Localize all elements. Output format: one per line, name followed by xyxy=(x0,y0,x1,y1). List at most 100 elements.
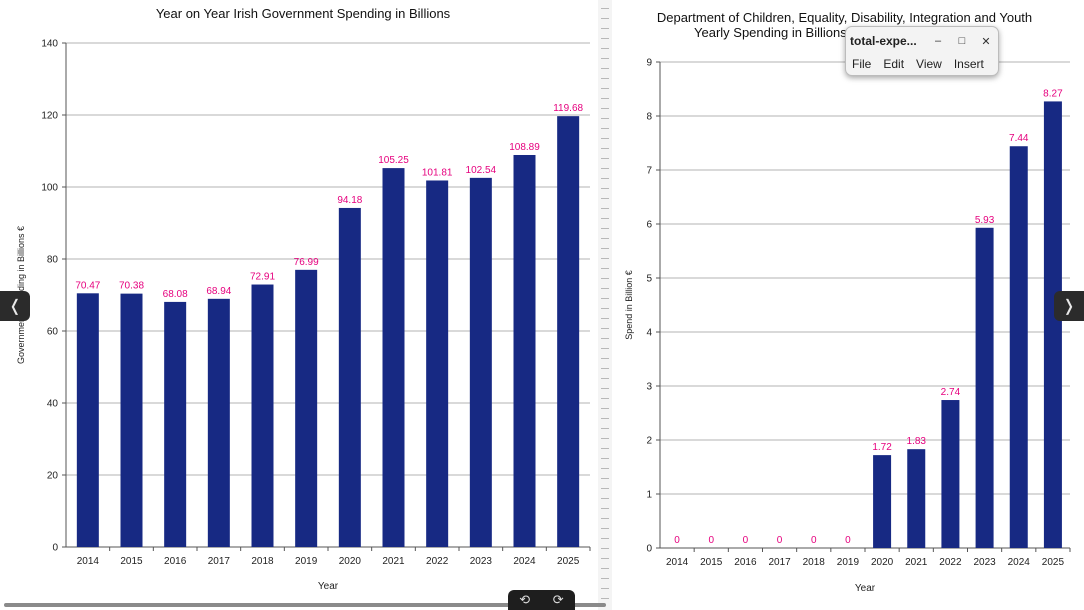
bar-2021 xyxy=(907,449,926,548)
divider-tick xyxy=(601,388,609,389)
x-tick-label-2016: 2016 xyxy=(734,557,757,568)
window-titlebar[interactable]: total-expe... – □ ✕ xyxy=(846,27,998,55)
divider-tick xyxy=(601,578,609,579)
y-tick-label: 0 xyxy=(646,544,652,555)
x-tick-label-2022: 2022 xyxy=(939,557,962,568)
bar-2016 xyxy=(164,301,187,547)
x-tick-label-2024: 2024 xyxy=(1008,557,1031,568)
x-tick-label-2020: 2020 xyxy=(339,556,362,567)
rotate-left-icon[interactable]: ⟲ xyxy=(519,592,531,607)
divider-tick xyxy=(601,238,609,239)
divider-tick xyxy=(601,478,609,479)
left-chart-panel: Year on Year Irish Government Spending i… xyxy=(16,6,591,592)
divider-tick xyxy=(601,8,609,9)
divider-tick xyxy=(601,458,609,459)
divider-tick xyxy=(601,208,609,209)
divider-tick xyxy=(601,358,609,359)
window-menubar: File Edit View Insert xyxy=(846,55,998,73)
x-tick-label-2019: 2019 xyxy=(295,556,318,567)
x-tick-label-2017: 2017 xyxy=(208,556,231,567)
split-divider[interactable] xyxy=(598,0,612,610)
bar-2025 xyxy=(1043,101,1062,549)
close-button[interactable]: ✕ xyxy=(981,35,991,48)
bar-2015 xyxy=(120,293,143,547)
data-label-2023: 102.54 xyxy=(466,165,497,176)
spreadsheet-mini-window[interactable]: total-expe... – □ ✕ File Edit View Inser… xyxy=(845,26,999,76)
x-tick-label-2025: 2025 xyxy=(1042,557,1065,568)
horizontal-scrollbar[interactable] xyxy=(4,603,606,607)
data-label-2017: 0 xyxy=(777,535,783,546)
left-bar-chart: 0 20 40 60 80 100 120 140 70.47 2014 70.38 2015 68.0… xyxy=(16,39,591,592)
divider-tick xyxy=(601,178,609,179)
divider-tick xyxy=(601,428,609,429)
menu-file[interactable]: File xyxy=(852,57,872,71)
x-tick-label-2023: 2023 xyxy=(973,557,996,568)
divider-tick xyxy=(601,38,609,39)
divider-tick xyxy=(601,138,609,139)
divider-tick xyxy=(601,98,609,99)
divider-tick xyxy=(601,158,609,159)
y-tick-label: 80 xyxy=(47,255,59,266)
next-arrow-button[interactable]: ❭ xyxy=(1054,291,1084,321)
x-tick-label-2021: 2021 xyxy=(905,557,928,568)
divider-tick xyxy=(601,538,609,539)
divider-tick xyxy=(601,568,609,569)
rotate-right-icon[interactable]: ⟳ xyxy=(552,592,564,607)
y-tick-label: 4 xyxy=(646,328,652,339)
divider-tick xyxy=(601,328,609,329)
x-tick-label-2015: 2015 xyxy=(120,556,143,567)
data-label-2021: 1.83 xyxy=(907,436,927,447)
x-tick-label-2017: 2017 xyxy=(768,557,791,568)
data-label-2024: 108.89 xyxy=(509,142,540,153)
divider-tick xyxy=(601,448,609,449)
divider-tick xyxy=(601,28,609,29)
bar-2017 xyxy=(207,298,230,547)
menu-edit[interactable]: Edit xyxy=(883,57,905,71)
data-label-2018: 72.91 xyxy=(250,272,275,283)
bar-2023 xyxy=(469,177,492,547)
divider-tick xyxy=(601,168,609,169)
data-label-2025: 8.27 xyxy=(1043,88,1063,99)
data-label-2019: 76.99 xyxy=(294,257,319,268)
left-chart-title: Year on Year Irish Government Spending i… xyxy=(155,6,451,21)
bar-2025 xyxy=(557,116,580,547)
bar-2021 xyxy=(382,168,405,547)
divider-tick xyxy=(601,338,609,339)
y-tick-label: 40 xyxy=(47,399,59,410)
y-tick-label: 140 xyxy=(41,39,58,50)
data-label-2017: 68.94 xyxy=(206,286,231,297)
right-chart-title-line2: Yearly Spending in Billions xyxy=(694,25,847,40)
y-tick-label: 0 xyxy=(52,543,58,554)
divider-tick xyxy=(601,488,609,489)
window-title: total-expe... xyxy=(850,34,917,48)
rotate-toolbar: ⟲ ⟳ xyxy=(508,590,575,610)
menu-insert[interactable]: Insert xyxy=(953,57,984,71)
minimize-button[interactable]: – xyxy=(934,35,942,47)
previous-arrow-button[interactable]: ❬ xyxy=(0,291,30,321)
y-tick-label: 7 xyxy=(646,166,652,177)
divider-tick xyxy=(601,258,609,259)
y-tick-label: 60 xyxy=(47,327,59,338)
y-tick-label: 120 xyxy=(41,111,58,122)
divider-tick xyxy=(601,248,609,249)
y-tick-label: 2 xyxy=(646,436,652,447)
x-tick-label-2025: 2025 xyxy=(557,556,580,567)
divider-tick xyxy=(601,468,609,469)
divider-tick xyxy=(601,288,609,289)
divider-tick xyxy=(601,188,609,189)
menu-view[interactable]: View xyxy=(916,57,942,71)
data-label-2024: 7.44 xyxy=(1009,133,1029,144)
divider-tick xyxy=(601,378,609,379)
x-axis-title: Year xyxy=(318,581,339,592)
x-tick-label-2022: 2022 xyxy=(426,556,449,567)
data-label-2014: 70.47 xyxy=(75,280,100,291)
bar-2020 xyxy=(873,455,892,548)
maximize-button[interactable]: □ xyxy=(958,35,966,47)
data-label-2020: 94.18 xyxy=(337,195,362,206)
x-tick-label-2014: 2014 xyxy=(666,557,689,568)
data-label-2016: 68.08 xyxy=(163,289,188,300)
divider-tick xyxy=(601,148,609,149)
data-label-2015: 0 xyxy=(708,535,714,546)
y-tick-label: 20 xyxy=(47,471,59,482)
divider-tick xyxy=(601,218,609,219)
